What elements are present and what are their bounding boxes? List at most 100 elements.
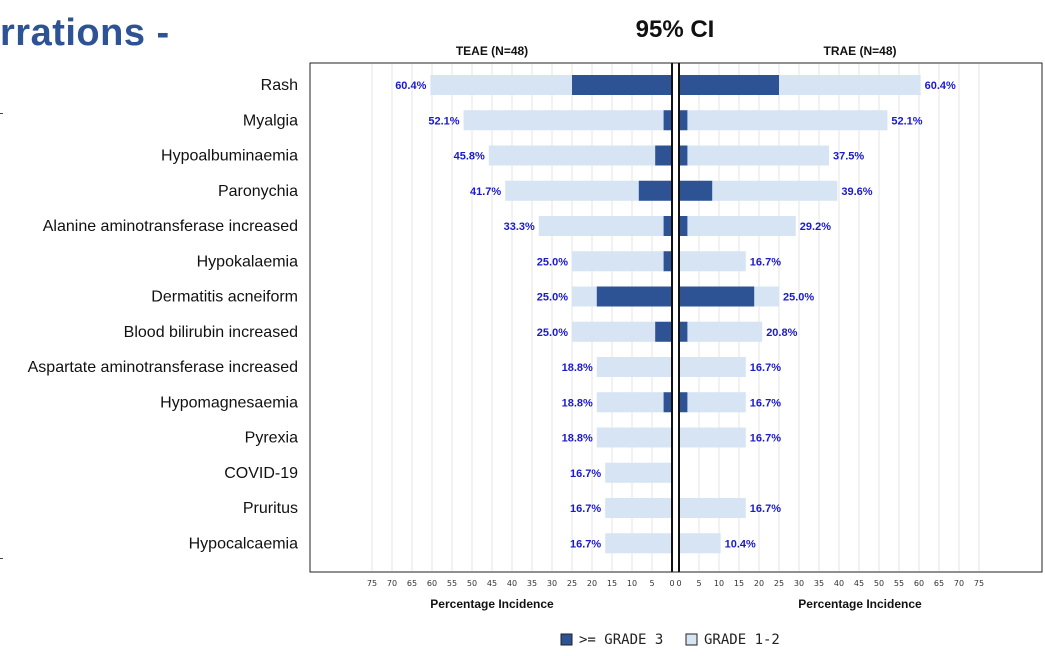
- trae-bar-grade3: [679, 145, 688, 166]
- trae-data-label: 52.1%: [891, 115, 922, 127]
- teae-bar-grade12: [463, 110, 672, 131]
- trae-bar-grade12: [679, 110, 888, 131]
- trae-tick-label: 55: [894, 579, 904, 588]
- category-label: Pruritus: [243, 500, 298, 517]
- teae-data-label: 25.0%: [537, 256, 568, 268]
- trae-bar-grade12: [679, 251, 746, 272]
- category-label: Hypokalaemia: [197, 253, 298, 270]
- teae-bar-grade12: [596, 357, 672, 377]
- teae-tick-label: 35: [527, 579, 537, 588]
- category-label: Paronychia: [218, 183, 298, 200]
- plot-frame: [309, 62, 1043, 573]
- trae-tick-label: 30: [794, 579, 804, 588]
- trae-tick-label: 5: [696, 579, 701, 588]
- trae-data-label: 16.7%: [750, 503, 781, 515]
- teae-tick-label: 15: [607, 579, 617, 588]
- teae-axis-label: Percentage Incidence: [430, 597, 554, 611]
- trae-tick-label: 20: [754, 579, 764, 588]
- teae-data-label: 25.0%: [537, 292, 568, 304]
- teae-bar-grade12: [572, 321, 672, 342]
- teae-tick-label: 75: [367, 579, 377, 588]
- trae-bar-grade3: [679, 392, 688, 413]
- trae-tick-label: 60: [914, 579, 924, 588]
- trae-tick-label: 70: [954, 579, 964, 588]
- teae-tick-label: 50: [467, 579, 477, 588]
- teae-bar-grade3: [572, 75, 672, 95]
- trae-data-label: 16.7%: [750, 256, 781, 268]
- trae-bar-grade3: [679, 180, 713, 201]
- teae-bar-grade3: [663, 251, 672, 272]
- category-label: Alanine aminotransferase increased: [43, 218, 298, 235]
- teae-data-label: 18.8%: [562, 397, 593, 409]
- category-label: Hypomagnesaemia: [160, 394, 298, 411]
- category-label: Blood bilirubin increased: [124, 324, 298, 341]
- trae-bar-grade12: [679, 321, 763, 342]
- teae-bar-grade3: [655, 321, 672, 342]
- category-label: Hypoalbuminaemia: [161, 148, 298, 165]
- category-label: Hypocalcaemia: [189, 535, 298, 552]
- trae-data-label: 20.8%: [766, 327, 797, 339]
- teae-data-label: 18.8%: [562, 362, 593, 374]
- trae-tick-label: 50: [874, 579, 884, 588]
- trae-bar-grade3: [679, 321, 688, 342]
- ci-label: 95% CI: [635, 16, 715, 43]
- trae-data-label: 16.7%: [750, 433, 781, 445]
- legend-swatch-grade3: [560, 633, 573, 646]
- edge-mark-top: [0, 113, 3, 114]
- trae-bar-grade12: [679, 533, 721, 554]
- trae-bar-grade12: [679, 498, 746, 518]
- trae-bar-grade3: [679, 75, 779, 95]
- teae-bar-grade12: [596, 392, 672, 413]
- slide-title-fragment: rrations -: [0, 12, 170, 54]
- trae-panel-title: TRAE (N=48): [823, 44, 897, 58]
- trae-data-label: 16.7%: [750, 362, 781, 374]
- teae-tick-label: 10: [627, 579, 637, 588]
- edge-mark-bottom: [0, 558, 3, 559]
- trae-axis-label: Percentage Incidence: [798, 597, 922, 611]
- trae-bar-grade3: [679, 110, 688, 131]
- trae-data-label: 10.4%: [725, 538, 756, 550]
- teae-tick-label: 40: [507, 579, 517, 588]
- teae-data-label: 60.4%: [395, 80, 426, 92]
- teae-bar-grade3: [596, 286, 672, 307]
- teae-tick-label: 55: [447, 579, 457, 588]
- trae-tick-label: 65: [934, 579, 944, 588]
- teae-bar-grade12: [596, 427, 672, 448]
- category-label: COVID-19: [224, 465, 298, 482]
- teae-tick-label: 70: [387, 579, 397, 588]
- teae-bar-grade3: [655, 145, 672, 166]
- trae-tick-label: 75: [974, 579, 984, 588]
- teae-tick-label: 0: [669, 579, 674, 588]
- category-label: Rash: [261, 77, 298, 94]
- teae-bar-grade12: [605, 462, 672, 483]
- teae-tick-label: 20: [587, 579, 597, 588]
- legend-swatch-grade12: [685, 633, 698, 646]
- trae-data-label: 39.6%: [841, 186, 872, 198]
- trae-tick-label: 10: [714, 579, 724, 588]
- trae-bar-grade3: [679, 216, 688, 236]
- trae-tick-label: 25: [774, 579, 784, 588]
- trae-bar-grade12: [679, 216, 796, 236]
- category-label: Myalgia: [243, 112, 298, 129]
- teae-tick-label: 30: [547, 579, 557, 588]
- teae-bar-grade12: [605, 533, 672, 554]
- teae-tick-label: 25: [567, 579, 577, 588]
- category-label: Aspartate aminotransferase increased: [28, 359, 298, 376]
- teae-data-label: 18.8%: [562, 433, 593, 445]
- trae-tick-label: 40: [834, 579, 844, 588]
- legend-label-grade3: >= GRADE 3: [579, 632, 663, 648]
- teae-tick-label: 45: [487, 579, 497, 588]
- trae-tick-label: 15: [734, 579, 744, 588]
- trae-data-label: 60.4%: [925, 80, 956, 92]
- category-label: Dermatitis acneiform: [151, 289, 298, 306]
- teae-bar-grade3: [663, 392, 672, 413]
- trae-bar-grade12: [679, 357, 746, 377]
- trae-data-label: 25.0%: [783, 292, 814, 304]
- teae-data-label: 52.1%: [428, 115, 459, 127]
- trae-bar-grade12: [679, 145, 829, 166]
- teae-bar-grade3: [663, 110, 672, 131]
- trae-data-label: 16.7%: [750, 397, 781, 409]
- trae-bar-grade12: [679, 392, 746, 413]
- teae-bar-grade12: [605, 498, 672, 518]
